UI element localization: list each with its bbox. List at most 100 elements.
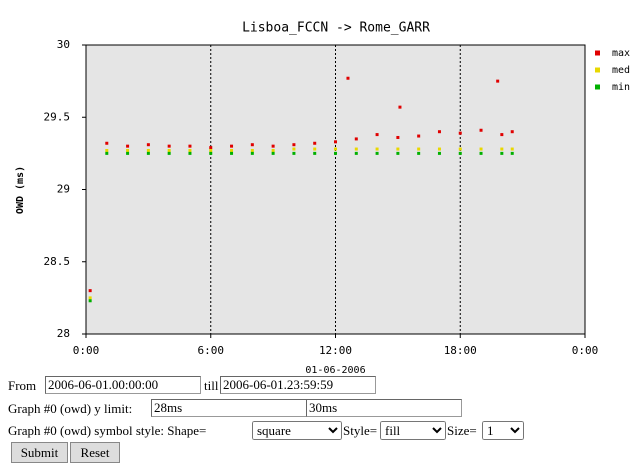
- y-tick-label: 29: [57, 183, 70, 196]
- point: [271, 148, 275, 152]
- point: [146, 148, 150, 152]
- point: [437, 130, 441, 134]
- point: [167, 151, 171, 155]
- point: [105, 148, 109, 152]
- point: [146, 143, 150, 147]
- y-tick-label: 28: [57, 327, 70, 340]
- point: [398, 105, 402, 109]
- point: [510, 147, 514, 151]
- point: [292, 151, 296, 155]
- point: [209, 148, 213, 152]
- point: [510, 151, 514, 155]
- point: [417, 151, 421, 155]
- point: [354, 147, 358, 151]
- shape-select[interactable]: square: [252, 421, 342, 440]
- x-tick-label: 6:00: [198, 344, 225, 357]
- point: [126, 144, 130, 148]
- point: [188, 148, 192, 152]
- legend-swatch: [595, 50, 600, 56]
- style-label: Style=: [343, 423, 378, 438]
- till-label: till: [204, 378, 219, 393]
- point: [396, 151, 400, 155]
- point: [313, 147, 317, 151]
- point: [250, 143, 254, 147]
- point: [126, 148, 130, 152]
- point: [88, 289, 92, 293]
- shape-label: Graph #0 (owd) symbol style: Shape=: [8, 423, 207, 438]
- point: [500, 133, 504, 137]
- date-label: 01-06-2006: [305, 365, 365, 376]
- point: [188, 151, 192, 155]
- point: [354, 151, 358, 155]
- point: [375, 147, 379, 151]
- till-input[interactable]: [220, 376, 376, 394]
- point: [271, 151, 275, 155]
- point: [250, 148, 254, 152]
- ylimit-label: Graph #0 (owd) y limit:: [8, 401, 133, 416]
- point: [437, 151, 441, 155]
- point: [458, 147, 462, 151]
- point: [479, 147, 483, 151]
- style-select[interactable]: fill: [380, 421, 446, 440]
- x-tick-label: 12:00: [319, 344, 352, 357]
- y-axis-label: OWD (ms): [15, 166, 26, 214]
- point: [292, 143, 296, 147]
- point: [375, 133, 379, 137]
- point: [396, 135, 400, 139]
- plot-border: [85, 44, 586, 335]
- size-select[interactable]: 1: [482, 421, 524, 440]
- point: [230, 148, 234, 152]
- point: [479, 128, 483, 132]
- point: [458, 131, 462, 135]
- point: [479, 151, 483, 155]
- size-label: Size=: [447, 423, 477, 438]
- point: [334, 140, 337, 144]
- legend-label: max: [612, 48, 630, 59]
- chart-title: Lisboa_FCCN -> Rome_GARR: [242, 21, 430, 36]
- point: [209, 146, 213, 150]
- point: [209, 151, 213, 155]
- submit-button[interactable]: Submit: [11, 442, 68, 463]
- point: [105, 141, 109, 145]
- point: [271, 144, 275, 148]
- point: [437, 147, 441, 151]
- point: [417, 134, 421, 138]
- from-input[interactable]: [45, 376, 201, 394]
- point: [496, 79, 500, 83]
- point: [417, 147, 421, 151]
- from-label: From: [8, 378, 37, 393]
- point: [334, 147, 337, 151]
- point: [126, 151, 130, 155]
- point: [313, 141, 317, 145]
- chart: Lisboa_FCCN -> Rome_GARR OWD (ms) 28 28.5…: [15, 21, 630, 377]
- x-tick-label: 18:00: [444, 344, 477, 357]
- y-tick-label: 29.5: [44, 110, 71, 123]
- point: [396, 147, 400, 151]
- y-tick-label: 28.5: [44, 255, 71, 268]
- point: [510, 130, 514, 134]
- ylimit-max-input[interactable]: [306, 399, 462, 417]
- legend-swatch: [595, 67, 600, 73]
- x-tick-label: 0:00: [572, 344, 599, 357]
- point: [334, 151, 337, 155]
- point: [105, 151, 109, 155]
- ylimit-min-input[interactable]: [151, 399, 307, 417]
- legend-label: min: [612, 82, 630, 93]
- point: [354, 137, 358, 141]
- point: [88, 299, 92, 303]
- y-tick-label: 30: [57, 38, 70, 51]
- point: [313, 151, 317, 155]
- point: [167, 144, 171, 148]
- point: [375, 151, 379, 155]
- point: [292, 147, 296, 151]
- point: [500, 151, 504, 155]
- legend-label: med: [612, 65, 630, 76]
- point: [458, 151, 462, 155]
- point: [167, 148, 171, 152]
- point: [250, 151, 254, 155]
- reset-button[interactable]: Reset: [70, 442, 120, 463]
- point: [146, 151, 150, 155]
- point: [230, 151, 234, 155]
- point: [500, 147, 504, 151]
